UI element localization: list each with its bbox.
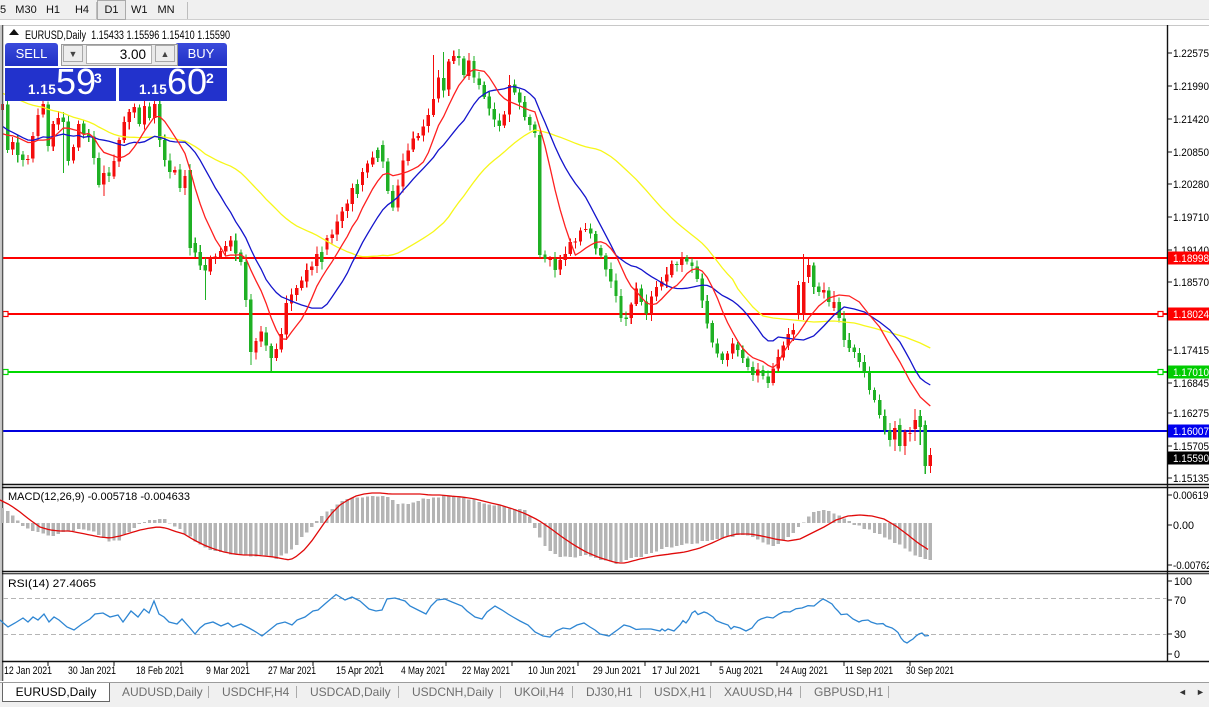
svg-text:0.006193: 0.006193 <box>1173 490 1209 502</box>
svg-text:1.20280: 1.20280 <box>1173 179 1209 191</box>
svg-text:4 May 2021: 4 May 2021 <box>401 665 445 677</box>
svg-text:27 Mar 2021: 27 Mar 2021 <box>268 665 316 677</box>
svg-text:30 Sep 2021: 30 Sep 2021 <box>906 665 954 677</box>
svg-text:0.00: 0.00 <box>1173 520 1194 532</box>
svg-text:24 Aug 2021: 24 Aug 2021 <box>780 665 828 677</box>
svg-text:1.15590: 1.15590 <box>1173 453 1209 465</box>
svg-text:1.18998: 1.18998 <box>1173 253 1209 265</box>
svg-text:18 Feb 2021: 18 Feb 2021 <box>136 665 184 677</box>
svg-text:12 Jan 2021: 12 Jan 2021 <box>4 665 52 677</box>
svg-text:1.15135: 1.15135 <box>1173 473 1209 485</box>
svg-text:70: 70 <box>1174 595 1186 607</box>
svg-text:EURUSD,Daily 1.15433 1.15596: EURUSD,Daily 1.15433 1.15596 1.15410 1.1… <box>25 30 230 42</box>
svg-text:15 Apr 2021: 15 Apr 2021 <box>336 665 384 677</box>
svg-text:11 Sep 2021: 11 Sep 2021 <box>845 665 893 677</box>
svg-text:1.18570: 1.18570 <box>1173 277 1209 289</box>
svg-text:10 Jun 2021: 10 Jun 2021 <box>528 665 576 677</box>
svg-text:1.16275: 1.16275 <box>1173 408 1209 420</box>
svg-text:30: 30 <box>1174 629 1186 641</box>
svg-text:1.17415: 1.17415 <box>1173 345 1209 357</box>
svg-text:1.20850: 1.20850 <box>1173 147 1209 159</box>
svg-text:30 Jan 2021: 30 Jan 2021 <box>68 665 116 677</box>
svg-text:1.16007: 1.16007 <box>1173 426 1209 438</box>
svg-text:1.15705: 1.15705 <box>1173 441 1209 453</box>
svg-text:1.16845: 1.16845 <box>1173 378 1209 390</box>
svg-text:100: 100 <box>1174 576 1192 588</box>
svg-text:1.22575: 1.22575 <box>1173 48 1209 60</box>
svg-text:MACD(12,26,9) -0.005718 -0.004: MACD(12,26,9) -0.005718 -0.004633 <box>8 491 190 503</box>
svg-text:0: 0 <box>1174 649 1180 661</box>
svg-text:5 Aug 2021: 5 Aug 2021 <box>719 665 763 677</box>
svg-text:9 Mar 2021: 9 Mar 2021 <box>206 665 250 677</box>
svg-text:17 Jul 2021: 17 Jul 2021 <box>652 665 700 677</box>
svg-text:RSI(14) 27.4065: RSI(14) 27.4065 <box>8 578 96 590</box>
svg-text:1.21990: 1.21990 <box>1173 81 1209 93</box>
svg-text:29 Jun 2021: 29 Jun 2021 <box>593 665 641 677</box>
svg-text:1.21420: 1.21420 <box>1173 114 1209 126</box>
svg-text:1.19710: 1.19710 <box>1173 212 1209 224</box>
svg-text:1.18024: 1.18024 <box>1173 309 1209 321</box>
svg-text:22 May 2021: 22 May 2021 <box>462 665 510 677</box>
svg-text:1.17010: 1.17010 <box>1173 367 1209 379</box>
